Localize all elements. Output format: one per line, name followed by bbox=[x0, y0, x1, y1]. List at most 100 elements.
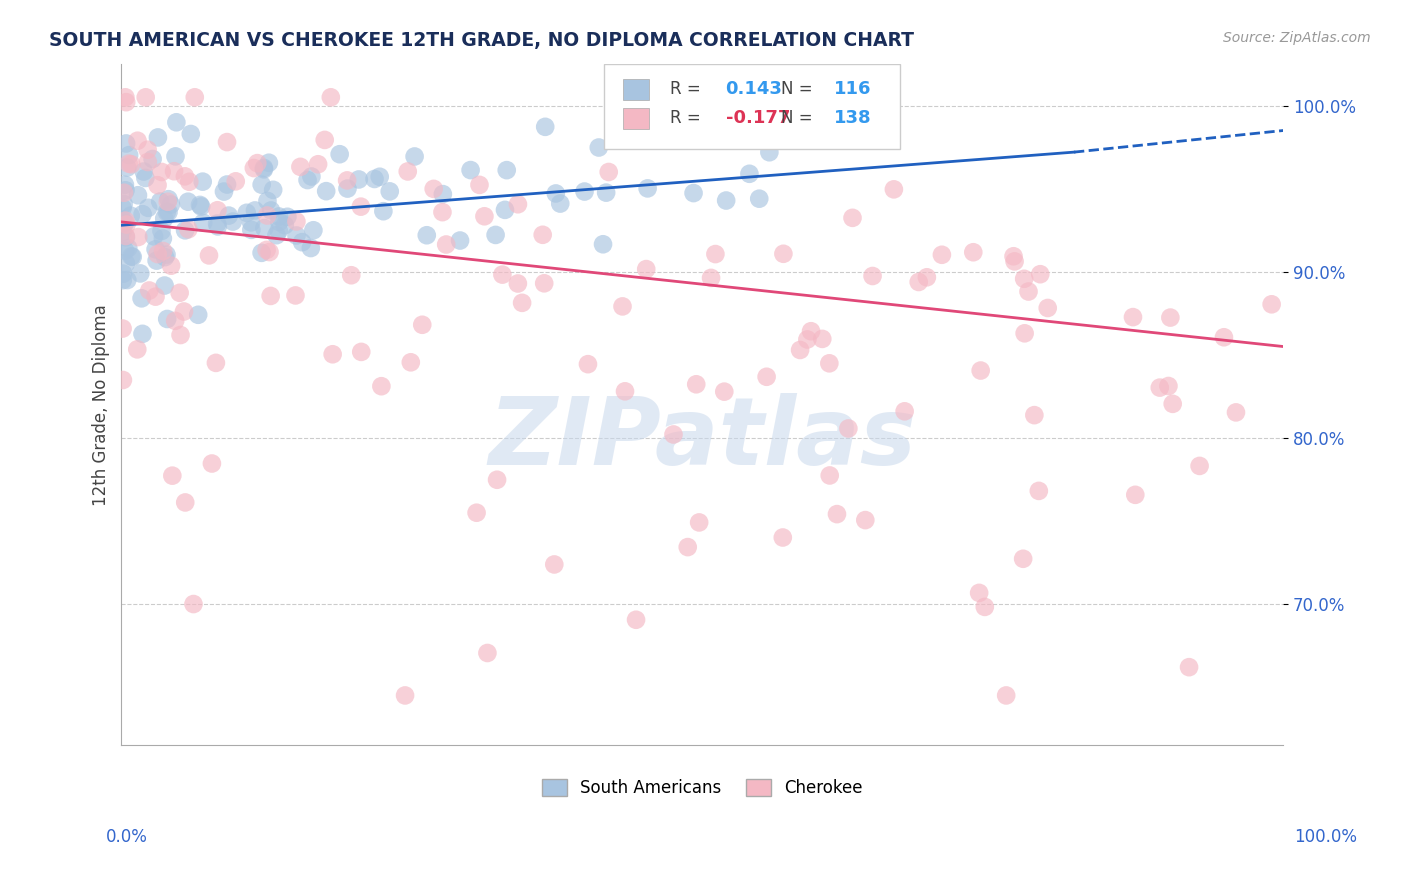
Point bbox=[1123, 488, 1146, 502]
Point bbox=[995, 689, 1018, 703]
Point bbox=[1225, 405, 1247, 419]
Point bbox=[486, 473, 509, 487]
Point bbox=[135, 90, 157, 104]
Point bbox=[120, 249, 142, 263]
Point bbox=[165, 314, 187, 328]
Point bbox=[614, 384, 637, 399]
Point bbox=[114, 213, 136, 227]
Point bbox=[350, 345, 373, 359]
Point bbox=[682, 186, 704, 200]
Point bbox=[825, 507, 848, 521]
Point bbox=[336, 173, 359, 187]
Point bbox=[256, 209, 278, 223]
Point bbox=[636, 262, 658, 277]
Point bbox=[253, 161, 276, 175]
Point bbox=[588, 140, 610, 154]
Point bbox=[205, 217, 228, 231]
Point bbox=[506, 277, 529, 291]
Point bbox=[177, 194, 200, 209]
Point bbox=[967, 586, 990, 600]
Point bbox=[114, 244, 136, 258]
Point bbox=[243, 161, 266, 175]
Point bbox=[198, 248, 221, 262]
Point bbox=[477, 646, 499, 660]
Point bbox=[156, 312, 179, 326]
Point bbox=[179, 175, 201, 189]
Point bbox=[118, 148, 141, 162]
Point bbox=[460, 163, 482, 178]
Point bbox=[1029, 267, 1052, 281]
Point bbox=[789, 343, 811, 357]
Point bbox=[340, 268, 363, 283]
Point bbox=[212, 185, 235, 199]
Point bbox=[543, 558, 565, 572]
Point bbox=[713, 384, 735, 399]
Point bbox=[111, 212, 134, 227]
Text: -0.177: -0.177 bbox=[725, 109, 790, 127]
Point bbox=[1012, 272, 1035, 286]
Point bbox=[1260, 297, 1282, 311]
Point bbox=[329, 147, 352, 161]
Point bbox=[183, 597, 205, 611]
Point bbox=[205, 356, 228, 370]
Point bbox=[115, 256, 138, 270]
Legend: South Americans, Cherokee: South Americans, Cherokee bbox=[533, 771, 872, 805]
Point bbox=[404, 149, 426, 163]
FancyBboxPatch shape bbox=[623, 108, 648, 128]
Point bbox=[215, 135, 238, 149]
Point bbox=[207, 219, 229, 234]
Point bbox=[688, 516, 710, 530]
Point bbox=[115, 161, 138, 175]
Point bbox=[299, 241, 322, 255]
Point bbox=[131, 291, 153, 305]
Point bbox=[347, 172, 370, 186]
Point bbox=[111, 201, 134, 215]
Point bbox=[169, 328, 191, 343]
Point bbox=[153, 211, 176, 226]
Point bbox=[188, 198, 211, 212]
Point bbox=[165, 115, 187, 129]
FancyBboxPatch shape bbox=[603, 64, 900, 149]
Point bbox=[1213, 330, 1236, 344]
Point bbox=[155, 247, 177, 261]
Point bbox=[837, 421, 859, 435]
Point bbox=[284, 288, 307, 302]
Point bbox=[246, 156, 269, 170]
Point bbox=[115, 136, 138, 151]
Point bbox=[738, 167, 761, 181]
Text: 100.0%: 100.0% bbox=[1294, 828, 1357, 846]
Point bbox=[592, 237, 614, 252]
Point bbox=[253, 221, 276, 235]
Point bbox=[931, 248, 953, 262]
Point bbox=[841, 211, 863, 225]
Point bbox=[117, 273, 139, 287]
Point bbox=[267, 224, 290, 238]
Point bbox=[112, 267, 135, 281]
Point bbox=[112, 186, 135, 200]
Point bbox=[111, 225, 134, 239]
Point bbox=[134, 170, 156, 185]
Point bbox=[322, 347, 344, 361]
Point bbox=[399, 355, 422, 369]
Point bbox=[111, 321, 134, 335]
Point bbox=[299, 169, 322, 184]
Point bbox=[201, 457, 224, 471]
Point bbox=[114, 183, 136, 197]
Point bbox=[465, 506, 488, 520]
Point bbox=[132, 164, 155, 178]
Point bbox=[235, 206, 257, 220]
Point bbox=[131, 207, 153, 221]
Point bbox=[862, 268, 884, 283]
Point bbox=[531, 227, 554, 242]
Point bbox=[250, 245, 273, 260]
Point bbox=[143, 229, 166, 244]
Point bbox=[274, 218, 297, 232]
Point bbox=[544, 186, 567, 201]
Point bbox=[394, 689, 416, 703]
Point bbox=[302, 223, 325, 237]
Point bbox=[772, 247, 794, 261]
Point bbox=[114, 178, 136, 192]
Point bbox=[215, 178, 238, 192]
Point bbox=[595, 186, 617, 200]
Point bbox=[180, 127, 202, 141]
